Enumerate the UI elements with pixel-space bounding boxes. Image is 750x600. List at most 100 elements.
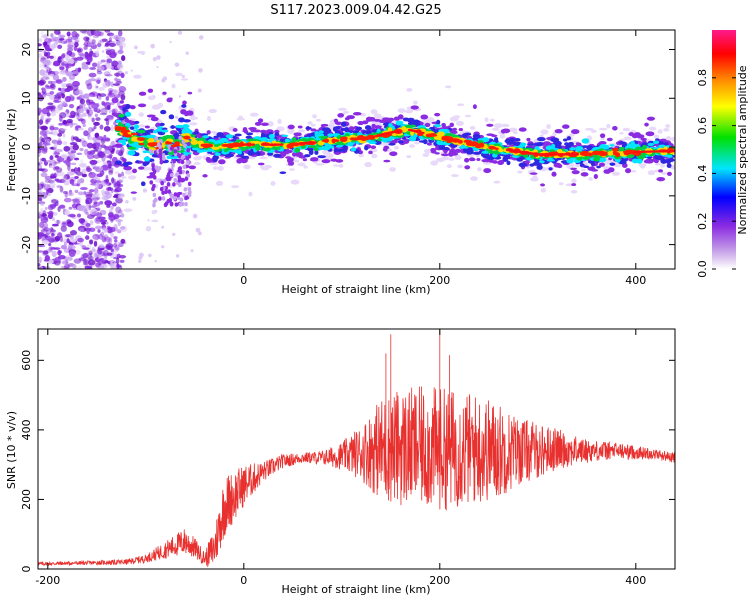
ridge-blob [636, 134, 645, 139]
ridge-blob [557, 164, 563, 169]
noise-blob [115, 257, 120, 265]
noise-blob [113, 242, 118, 248]
ridge-blob [579, 151, 589, 156]
ridge-blob [129, 105, 136, 110]
ridge-blob [482, 161, 492, 165]
ridge-streak [152, 169, 157, 174]
ridge-blob [472, 151, 482, 155]
noise-blob [107, 173, 112, 177]
noise-blob [93, 146, 100, 150]
ridge-blob [441, 136, 449, 141]
ridge-streak [164, 189, 168, 195]
noise-speck [183, 208, 188, 213]
noise-blob [99, 39, 105, 44]
noise-speck [134, 45, 138, 50]
ridge-blob [430, 160, 439, 166]
ridge-blob [457, 139, 463, 144]
ridge-blob [499, 133, 506, 139]
noise-blob [100, 244, 105, 249]
noise-blob [55, 78, 63, 85]
ridge-blob [374, 122, 382, 126]
ridge-blob [127, 150, 136, 156]
ridge-streak [186, 148, 190, 153]
ridge-blob [429, 134, 438, 137]
noise-blob [53, 172, 57, 179]
ridge-blob [144, 167, 153, 171]
ridge-blob [388, 142, 396, 146]
noise-blob [84, 40, 87, 46]
noise-blob [57, 133, 63, 137]
noise-blob [111, 112, 116, 116]
noise-blob [96, 212, 103, 218]
ridge-streak [177, 182, 182, 188]
ridge-blob [370, 109, 378, 115]
noise-blob [66, 87, 73, 91]
ridge-blob [368, 150, 373, 155]
ridge-blob [300, 145, 306, 150]
snr-y-tick-label: 0 [20, 566, 33, 573]
noise-blob [38, 147, 42, 154]
ridge-blob [187, 91, 193, 95]
ridge-blob [549, 149, 556, 153]
ridge-blob [644, 122, 649, 127]
ridge-blob [211, 130, 217, 134]
colorbar-tick-label: 0.8 [696, 69, 709, 87]
noise-speck [174, 62, 180, 67]
noise-blob [78, 94, 85, 100]
noise-blob [116, 101, 121, 107]
noise-blob [108, 226, 116, 233]
ridge-blob [656, 176, 666, 182]
noise-blob [111, 97, 119, 104]
noise-blob [74, 176, 79, 179]
noise-speck [132, 196, 137, 201]
noise-blob [89, 159, 98, 165]
noise-blob [85, 94, 94, 98]
noise-blob [41, 239, 50, 245]
noise-blob [91, 39, 96, 45]
noise-blob [59, 34, 66, 38]
ridge-blob [358, 153, 364, 158]
ridge-blob [497, 161, 503, 165]
noise-blob [38, 43, 43, 47]
ridge-blob [484, 117, 489, 123]
ridge-blob [566, 136, 572, 141]
ridge-blob [434, 152, 440, 155]
ridge-blob [468, 157, 476, 162]
noise-blob [96, 173, 103, 178]
noise-blob [69, 110, 76, 118]
noise-blob [86, 83, 93, 90]
ridge-blob [138, 142, 145, 146]
noise-blob [111, 60, 119, 67]
noise-blob [50, 80, 57, 84]
ridge-blob [150, 116, 159, 122]
ridge-blob [586, 145, 593, 150]
noise-blob [64, 175, 68, 180]
ridge-streak [172, 159, 176, 164]
ridge-core [671, 149, 675, 153]
noise-blob [102, 150, 111, 155]
noise-blob [41, 88, 47, 95]
ridge-blob [159, 122, 165, 127]
ridge-blob [287, 124, 295, 130]
ridge-blob [138, 112, 144, 117]
ridge-blob [576, 156, 583, 161]
ridge-blob [344, 127, 350, 133]
noise-blob [85, 99, 91, 103]
ridge-blob [448, 157, 455, 161]
ridge-blob [302, 158, 308, 162]
noise-blob [104, 146, 109, 151]
ridge-blob [118, 139, 127, 143]
ridge-blob [406, 155, 412, 159]
noise-blob [107, 92, 116, 98]
noise-speck [139, 252, 143, 256]
ridge-blob [120, 130, 126, 134]
ridge-blob [465, 141, 474, 147]
colorbar-label: Normalized spectral amplitude [736, 65, 749, 234]
noise-speck [198, 68, 203, 73]
ridge-streak [152, 183, 156, 189]
noise-blob [75, 89, 83, 95]
noise-blob [74, 41, 79, 48]
noise-blob [43, 141, 48, 147]
ridge-blob [335, 126, 341, 130]
